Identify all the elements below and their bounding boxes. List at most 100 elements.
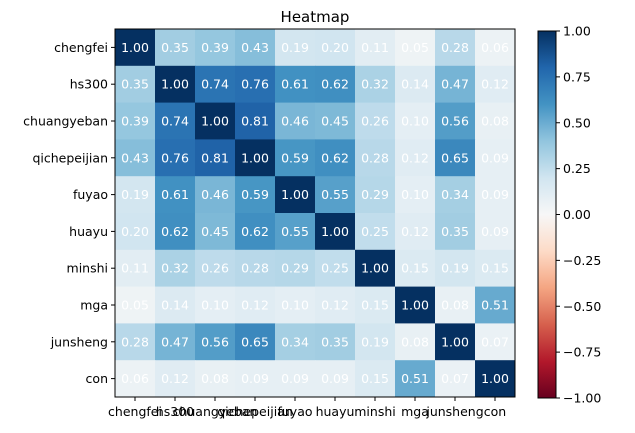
cell-value-label: 0.25 (361, 224, 389, 239)
heatmap-cell (235, 65, 276, 104)
x-tick-label: qichepeijian (217, 404, 293, 419)
cell-value-label: 0.62 (321, 77, 349, 92)
heatmap-cell (475, 360, 516, 398)
cell-value-label: 0.09 (481, 187, 509, 202)
cell-value-label: 0.32 (361, 77, 389, 92)
heatmap-cell (115, 29, 156, 67)
y-tick-label: qichepeijian (32, 150, 108, 165)
heatmap-cell (475, 29, 516, 67)
cell-value-label: 0.12 (401, 224, 429, 239)
y-tick-label: junsheng (50, 334, 108, 349)
heatmap-cell (395, 139, 436, 177)
heatmap-cell (275, 286, 316, 324)
heatmap-cell (115, 249, 156, 288)
cell-value-label: 0.32 (161, 261, 189, 276)
heatmap-cell (435, 323, 476, 361)
cell-value-label: 0.26 (201, 261, 229, 276)
cell-value-label: 0.35 (441, 224, 469, 239)
cell-value-label: 0.55 (281, 224, 309, 239)
cell-value-label: 0.08 (201, 371, 229, 386)
heatmap-cell (355, 29, 396, 67)
heatmap-cell (275, 360, 316, 398)
cell-value-label: 0.62 (241, 224, 269, 239)
heatmap-cell (115, 139, 156, 177)
cell-value-label: 0.07 (481, 334, 509, 349)
x-tick-label: mga (401, 404, 429, 419)
cell-value-label: 0.46 (201, 187, 229, 202)
cell-value-label: 0.62 (161, 224, 189, 239)
heatmap-cell (195, 249, 236, 288)
colorbar-tick-label: −0.50 (563, 299, 601, 314)
x-tick-label: huayu (316, 404, 355, 419)
x-tick-label: minshi (354, 404, 395, 419)
cell-value-label: 0.12 (401, 150, 429, 165)
heatmap-cell (275, 65, 316, 104)
cell-value-label: 0.45 (201, 224, 229, 239)
heatmap-cell (115, 65, 156, 104)
heatmap-value-labels: 1.00 0.35 0.39 0.43 0.19 0.20 0.11 0.05 0.28 0.06… (121, 40, 509, 386)
cell-value-label: 0.55 (321, 187, 349, 202)
plot-frame (114, 28, 516, 398)
cell-value-label: 0.65 (441, 150, 469, 165)
cell-value-label: 0.62 (321, 150, 349, 165)
cell-value-label: 0.20 (121, 224, 149, 239)
heatmap-cell (235, 102, 276, 140)
heatmap-cell (275, 102, 316, 140)
y-tick-label: chengfei (54, 40, 108, 55)
cell-value-label: 0.12 (481, 77, 509, 92)
cell-value-label: 0.34 (441, 187, 469, 202)
cell-value-label: 0.09 (481, 150, 509, 165)
cell-value-label: 0.12 (321, 298, 349, 313)
heatmap-cell (315, 29, 356, 67)
cell-value-label: 0.10 (401, 187, 429, 202)
heatmap-cell (395, 176, 436, 214)
heatmap-cell (395, 360, 436, 398)
cell-value-label: 1.00 (201, 114, 229, 129)
heatmap-cell (235, 286, 276, 324)
heatmap-cell (195, 213, 236, 251)
cell-value-label: 0.45 (321, 114, 349, 129)
cell-value-label: 0.10 (201, 298, 229, 313)
cell-value-label: 0.15 (361, 298, 389, 313)
heatmap-cell (435, 360, 476, 398)
heatmap-cell (355, 323, 396, 361)
cell-value-label: 0.12 (161, 371, 189, 386)
y-tick-label: minshi (67, 261, 108, 276)
cell-value-label: 0.56 (201, 334, 229, 349)
y-axis: chengfei hs300 chuangyeban qichepeijian fuya… (23, 40, 115, 386)
heatmap-cell (355, 213, 396, 251)
heatmap-cell (355, 176, 396, 214)
cell-value-label: 0.74 (161, 114, 189, 129)
heatmap-cell (315, 323, 356, 361)
heatmap-cell (475, 213, 516, 251)
y-tick-label: chuangyeban (23, 114, 108, 129)
cell-value-label: 0.25 (321, 261, 349, 276)
colorbar-tick-label: 0.75 (563, 69, 591, 84)
cell-value-label: 0.09 (321, 371, 349, 386)
heatmap-cell (315, 102, 356, 140)
y-tick-label: mga (80, 298, 108, 313)
cell-value-label: 0.10 (281, 298, 309, 313)
heatmap-cell (475, 286, 516, 324)
cell-value-label: 0.76 (161, 150, 189, 165)
x-tick-label: chengfei (108, 404, 162, 419)
heatmap-cell (315, 139, 356, 177)
x-tick-label: chuangyeban (173, 404, 258, 419)
cell-value-label: 0.14 (161, 298, 189, 313)
cell-value-label: 0.74 (201, 77, 229, 92)
heatmap-cells (115, 29, 516, 398)
heatmap-cell (275, 176, 316, 214)
cell-value-label: 0.51 (401, 371, 429, 386)
heatmap-cell (395, 213, 436, 251)
heatmap-cell (355, 286, 396, 324)
heatmap-cell (315, 249, 356, 288)
heatmap-cell (355, 102, 396, 140)
heatmap-cell (235, 29, 276, 67)
heatmap-cell (475, 249, 516, 288)
cell-value-label: 0.47 (441, 77, 469, 92)
heatmap-cell (115, 176, 156, 214)
y-tick-label: huayu (69, 224, 108, 239)
heatmap-cell (115, 360, 156, 398)
heatmap-cell (115, 102, 156, 140)
y-tick-label: hs300 (70, 77, 108, 92)
